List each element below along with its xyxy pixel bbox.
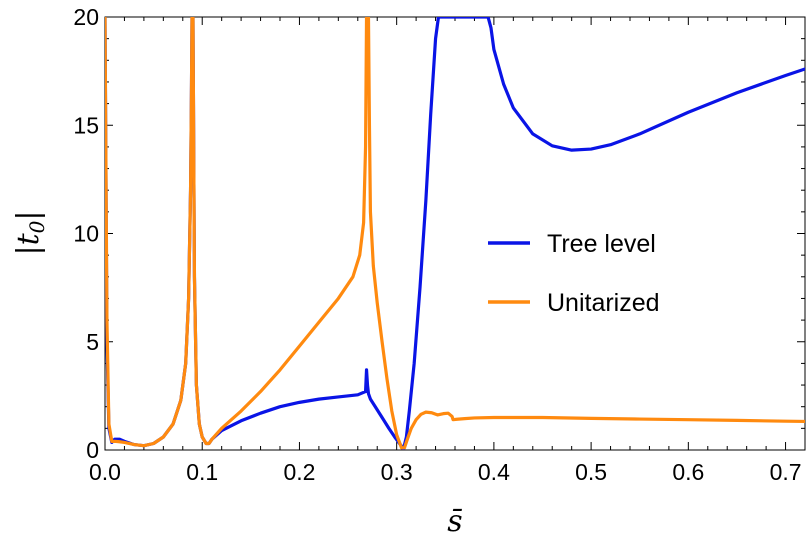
series-layer bbox=[105, 17, 805, 450]
series-line-tree-level bbox=[105, 17, 805, 450]
x-tick-label: 0.4 bbox=[478, 459, 510, 485]
x-tick-label: 0.7 bbox=[770, 459, 802, 485]
x-tick-label: 0.2 bbox=[283, 459, 315, 485]
x-axis-title: s̄ bbox=[447, 504, 462, 539]
y-tick-label: 15 bbox=[73, 112, 99, 138]
x-tick-label: 0.3 bbox=[381, 459, 413, 485]
y-tick-labels: 0 5 10 15 20 bbox=[73, 4, 99, 463]
y-tick-label: 10 bbox=[73, 221, 99, 247]
legend-label-tree-level: Tree level bbox=[547, 230, 656, 258]
plot-frame bbox=[104, 16, 806, 451]
y-tick-label: 20 bbox=[73, 4, 99, 30]
series-line-unitarized bbox=[105, 17, 805, 450]
legend: Tree level Unitarized bbox=[488, 230, 660, 317]
y-tick-label: 5 bbox=[86, 329, 99, 355]
legend-label-unitarized: Unitarized bbox=[547, 289, 660, 317]
y-axis-title: |t0| bbox=[11, 210, 49, 255]
axis-ticks bbox=[104, 16, 806, 451]
x-tick-label: 0.6 bbox=[672, 459, 704, 485]
y-tick-label: 0 bbox=[86, 437, 99, 463]
x-tick-label: 0.5 bbox=[575, 459, 607, 485]
x-tick-label: 0.1 bbox=[186, 459, 218, 485]
x-tick-label: 0.0 bbox=[89, 459, 121, 485]
x-tick-labels: 0.0 0.1 0.2 0.3 0.4 0.5 0.6 0.7 bbox=[89, 459, 802, 485]
